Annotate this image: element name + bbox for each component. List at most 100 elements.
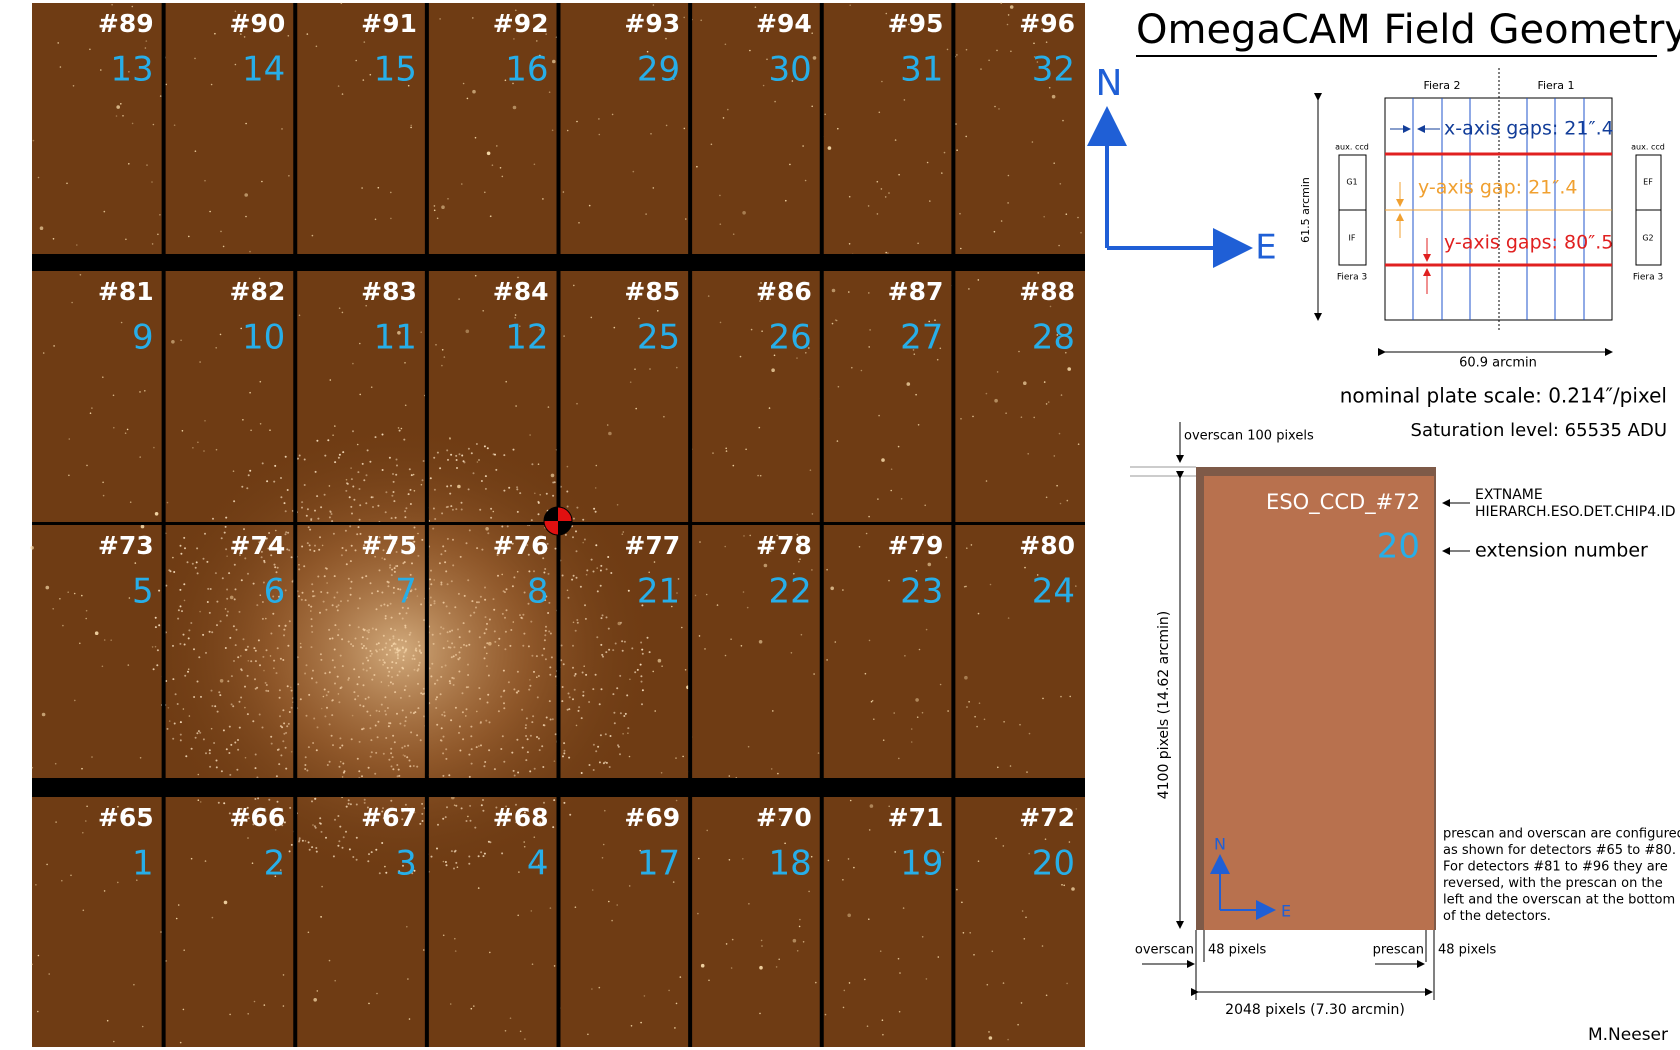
star (739, 355, 742, 358)
star (146, 164, 148, 166)
detector-area (1204, 476, 1434, 930)
star (595, 464, 598, 467)
star (316, 990, 319, 992)
star (1006, 23, 1009, 26)
star (939, 347, 942, 350)
star (486, 151, 491, 156)
star (894, 139, 897, 141)
star (968, 288, 970, 290)
star (915, 393, 917, 396)
star (204, 420, 206, 422)
star (362, 79, 365, 81)
star (1044, 838, 1047, 840)
column-gap (688, 3, 693, 1047)
star (71, 301, 73, 304)
star (151, 181, 153, 183)
star (39, 226, 44, 230)
star (848, 982, 851, 984)
star (67, 591, 69, 593)
star (704, 648, 706, 650)
star (991, 950, 994, 953)
star (1043, 381, 1046, 383)
star (898, 173, 900, 176)
star (632, 170, 635, 173)
star (420, 331, 423, 334)
star (106, 1019, 109, 1022)
star (48, 973, 50, 975)
star (761, 330, 763, 333)
ccd: #651 (98, 803, 154, 884)
star (926, 161, 929, 164)
star (813, 673, 815, 675)
aux-name: G1 (1346, 178, 1357, 187)
star (968, 701, 970, 703)
star (804, 539, 807, 542)
ccd-ext: 17 (637, 844, 680, 884)
star (519, 325, 521, 328)
star (59, 66, 62, 68)
star (131, 122, 134, 125)
mosaic: #8913#9014#9115#9216#9329#9430#9531#9632… (30, 2, 1085, 1047)
detector-diagram: overscan 100 pixels ESO_CCD_#72 20 EXTNA… (1130, 422, 1676, 1018)
star (251, 862, 254, 864)
star (842, 879, 844, 881)
star (505, 380, 508, 383)
star (1026, 771, 1028, 773)
star (79, 642, 81, 645)
note-line: left and the overscan at the bottom (1443, 893, 1675, 908)
star (964, 675, 968, 680)
star (899, 972, 901, 974)
star (1080, 231, 1082, 234)
star (808, 347, 810, 349)
star (683, 16, 685, 19)
star (501, 290, 503, 292)
star (1007, 202, 1009, 204)
star (812, 56, 817, 60)
star (916, 716, 919, 718)
star (898, 1010, 901, 1013)
star (404, 404, 407, 407)
star (112, 394, 115, 397)
star (628, 885, 631, 887)
star (91, 407, 93, 409)
star (55, 821, 57, 823)
star (851, 366, 853, 369)
overscan-px: 48 pixels (1208, 943, 1266, 958)
ccd-id: #83 (361, 277, 417, 306)
star (159, 214, 161, 216)
star (461, 183, 463, 185)
star (181, 430, 184, 432)
star (245, 215, 247, 218)
ccd-ext: 31 (900, 50, 943, 90)
star (1009, 5, 1014, 9)
star (661, 665, 663, 667)
fiera-3-label: Fiera 3 (1633, 273, 1663, 283)
star (197, 799, 200, 801)
star (881, 80, 883, 83)
star (775, 966, 778, 968)
star (969, 932, 971, 934)
star (676, 592, 678, 594)
ccd: #673 (361, 803, 417, 884)
star (759, 965, 763, 970)
star (789, 163, 791, 166)
star (139, 391, 141, 393)
crosshair (543, 506, 573, 536)
star (613, 326, 616, 329)
star (341, 93, 344, 95)
star (792, 938, 797, 943)
star (140, 524, 145, 529)
star (338, 307, 341, 310)
star (188, 235, 190, 238)
star (888, 579, 890, 582)
star (247, 837, 249, 839)
star (259, 423, 262, 425)
star (897, 957, 900, 960)
star (696, 165, 698, 168)
star (827, 146, 832, 150)
field-diagram: Fiera 2 Fiera 1 x-axis gaps: 21″.4 y-axi… (1299, 68, 1665, 371)
